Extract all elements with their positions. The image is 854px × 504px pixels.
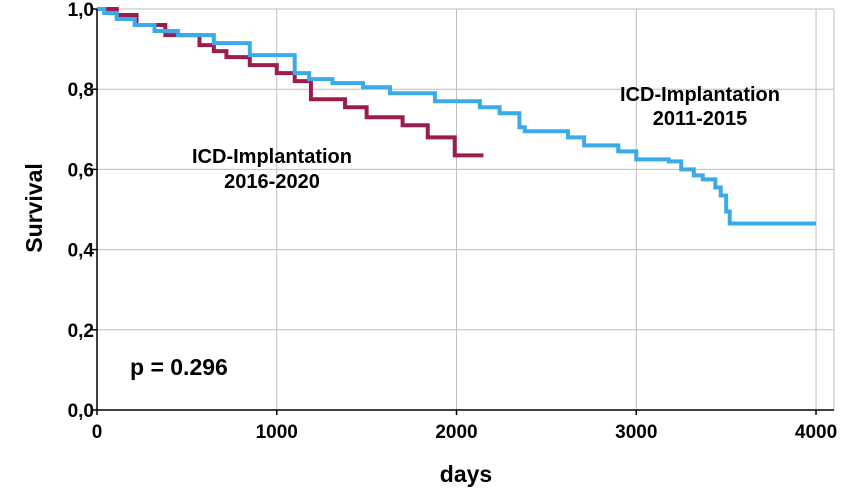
tick-labels: 0,0 0,2 0,4 0,6 0,8 1,0 0 1000 2000 3000 4000	[68, 0, 838, 443]
x-tick-label: 2000	[435, 422, 477, 443]
y-axis-title: Survival	[21, 163, 47, 253]
x-tick-label: 1000	[256, 422, 298, 443]
series-label-2016-2020-line1: ICD-Implantation	[192, 146, 352, 168]
series-label-2011-2015-line1: ICD-Implantation	[620, 84, 780, 106]
series-lines	[97, 7, 817, 226]
y-tick-label: 0,2	[68, 321, 94, 342]
y-tick-label: 1,0	[68, 0, 94, 21]
grid-lines	[97, 8, 835, 410]
p-value-annotation: p = 0.296	[130, 354, 228, 380]
y-tick-label: 0,4	[68, 241, 95, 262]
y-tick-label: 0,0	[68, 401, 94, 422]
y-tick-label: 0,8	[68, 80, 94, 101]
series-line-2016-2020	[97, 7, 484, 158]
x-tick-label: 0	[92, 422, 103, 443]
x-axis-title: days	[440, 461, 492, 487]
series-label-2011-2015-line2: 2011-2015	[653, 108, 748, 130]
plot-area	[97, 9, 834, 410]
x-tick-label: 3000	[615, 422, 657, 443]
y-tick-label: 0,6	[68, 160, 94, 181]
series-line-2011-2015	[97, 7, 817, 226]
x-tick-label: 4000	[795, 422, 837, 443]
axes	[92, 8, 834, 415]
series-label-2016-2020-line2: 2016-2020	[224, 171, 320, 193]
